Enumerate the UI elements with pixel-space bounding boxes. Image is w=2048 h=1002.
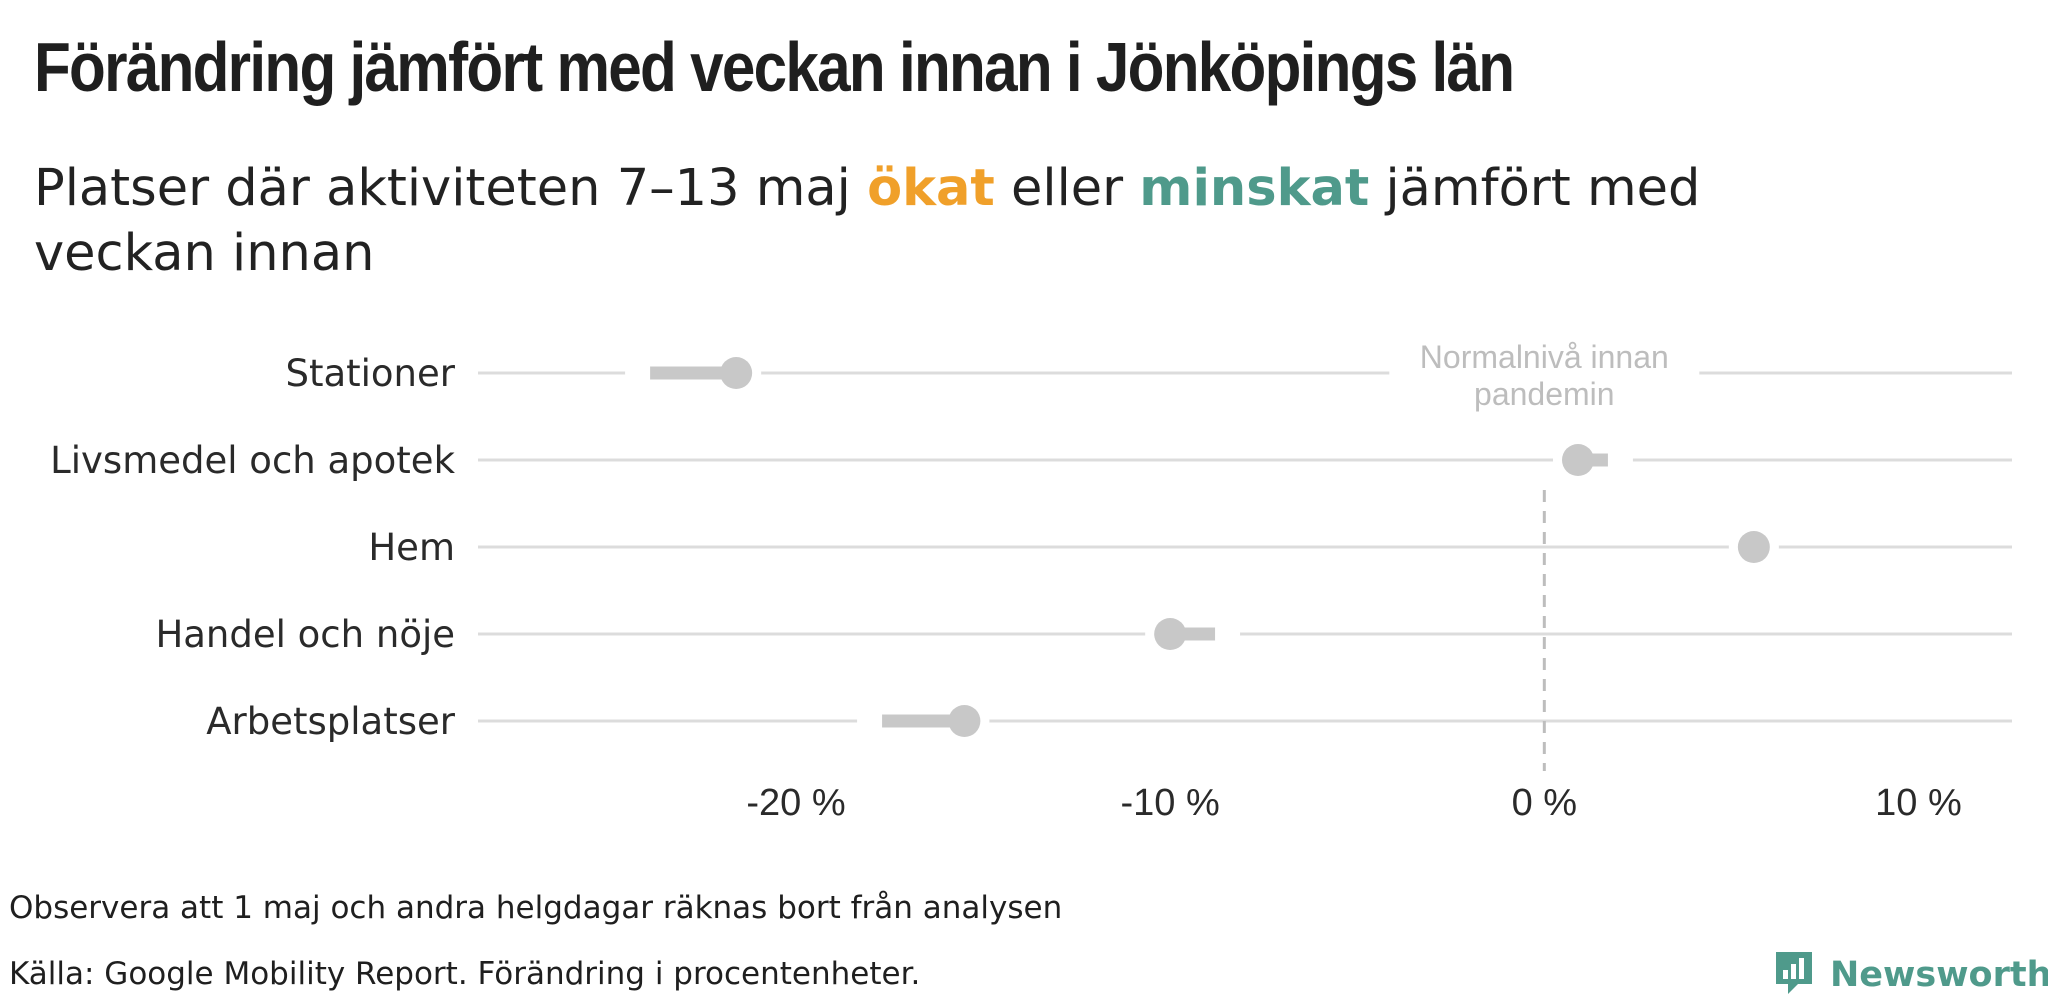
reference-label: pandemin [1474, 376, 1615, 412]
category-labels: Stationer Livsmedel och apotek Hem Handel o… [50, 352, 456, 743]
category-label: Handel och nöje [155, 613, 455, 656]
x-tick-label: -10 % [1121, 782, 1220, 824]
current-value-dot [948, 705, 981, 737]
subtitle-increase-word: ökat [867, 159, 995, 218]
footnote-holidays: Observera att 1 maj och andra helgdagar … [9, 890, 1063, 926]
current-value-dot [1561, 444, 1594, 476]
brand: Newsworthy [1772, 948, 2048, 1002]
category-label: Livsmedel och apotek [50, 439, 455, 482]
subtitle-text-end: jämfört med veckan innan [34, 159, 1701, 283]
brand-name: Newsworthy [1830, 955, 2048, 995]
subtitle-text-middle: eller [994, 159, 1140, 218]
source-note: Källa: Google Mobility Report. Förändrin… [9, 956, 921, 992]
current-value-dot [720, 357, 753, 389]
reference-label: Normalnivå innan [1420, 339, 1669, 375]
category-label: Hem [368, 526, 455, 569]
x-axis-ticks: -20 % -10 % 0 % 10 % [746, 782, 1961, 824]
chart-title: Förändring jämfört med veckan innan i Jö… [34, 28, 1515, 106]
data-marks [650, 357, 1770, 737]
chart-subtitle: Platser där aktiviteten 7–13 maj ökat el… [34, 156, 1754, 286]
subtitle-text-start: Platser där aktiviteten 7–13 maj [34, 159, 868, 218]
current-value-dot [1737, 531, 1770, 563]
x-tick-label: 10 % [1875, 782, 1962, 824]
gridlines [478, 371, 2012, 723]
category-label: Stationer [285, 352, 455, 395]
category-label: Arbetsplatser [206, 700, 456, 743]
newsworthy-logo-icon [1772, 948, 1816, 1002]
x-tick-label: 0 % [1512, 782, 1577, 824]
x-tick-label: -20 % [746, 782, 845, 824]
current-value-dot [1154, 618, 1187, 650]
subtitle-decrease-word: minskat [1139, 159, 1370, 218]
